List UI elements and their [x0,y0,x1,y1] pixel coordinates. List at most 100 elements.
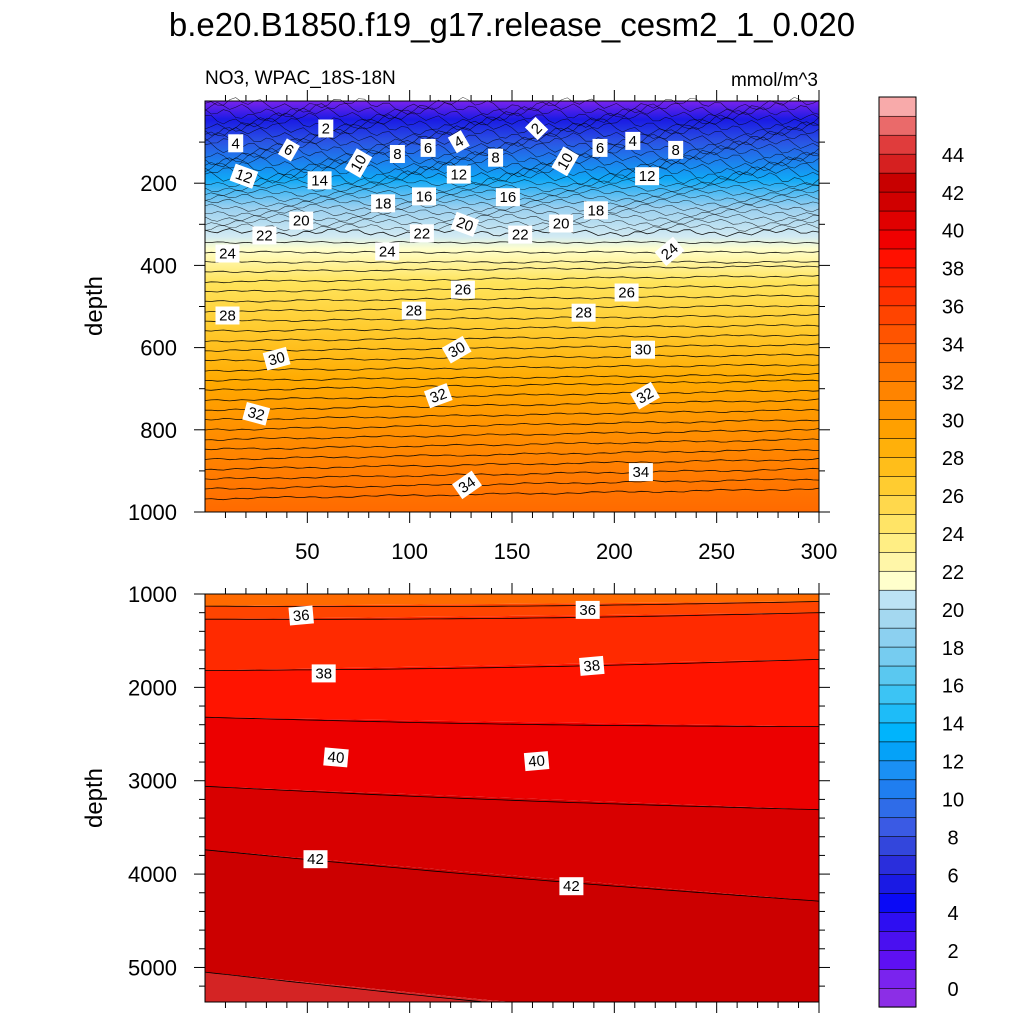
contour-line [204,131,820,146]
colorbar-swatch [878,646,917,667]
contour-line [204,438,820,451]
colorbar-swatch [878,892,917,913]
y-tick-label: 2000 [128,675,177,700]
colorbar-swatch [878,873,917,894]
colorbar-tick-label: 36 [942,297,964,319]
contour-line [204,126,820,141]
contour-label-box [495,188,520,207]
contour-label-text: 8 [393,146,401,163]
colorbar-swatch [878,987,917,1008]
contour-label: 22 [508,225,533,244]
contour-label-box [242,402,271,426]
y-tick-label: 200 [140,171,177,196]
contour-label: 18 [371,194,396,213]
units-label: mmol/m^3 [731,70,818,91]
colorbar-swatch [878,760,917,781]
contour-label-text: 18 [588,202,605,219]
x-tick-label: 100 [391,539,428,564]
contour-line [204,179,820,188]
colorbar-tick-label: 30 [942,410,964,432]
contour-line [204,428,820,441]
colorbar-tick-label: 22 [942,562,964,584]
colorbar-swatch [878,362,917,382]
contour-line [204,136,820,151]
colorbar-swatch [878,930,917,951]
contour-label: 30 [631,340,655,359]
contour-label-text: 30 [266,349,287,370]
colorbar-swatch [878,798,917,819]
contour-label: 6 [277,138,300,162]
contour-line [204,156,820,171]
colorbar: 0246810121416182022242628303234363840424… [878,96,964,1008]
contour-label-text: 8 [491,150,499,167]
contour-label-box [401,301,426,320]
contour-label-text: 22 [414,225,431,242]
contour-label-box [311,664,336,683]
colorbar-tick-label: 18 [942,638,964,660]
contour-line [204,171,820,186]
contour-label-text: 40 [528,752,546,770]
contour-label: 20 [549,214,574,233]
colorbar-tick-label: 38 [942,259,964,281]
contour-line [204,151,820,166]
contour-label-box [523,751,550,772]
contour-label-box [409,224,434,243]
contour-line [204,324,820,333]
contour-line [204,146,820,161]
contour-label-text: 42 [307,851,324,868]
colorbar-swatch [878,400,917,420]
colorbar-swatch [878,248,917,269]
colorbar-tick-label: 14 [942,714,964,736]
contour-label: 2 [524,116,549,141]
upper-contour-lines [204,96,820,501]
contour-label: 40 [323,747,349,768]
colorbar-swatch [878,627,917,648]
contour-label-text: 42 [563,878,580,895]
upper-panel-field [205,101,819,512]
contour-line [204,260,820,264]
contour-label-box [228,134,244,153]
contour-band [205,612,819,671]
contour-line [204,448,819,461]
y-tick-label: 600 [140,336,177,361]
colorbar-swatch [878,343,917,364]
contour-label: 24 [654,236,685,267]
contour-line [204,111,820,127]
colorbar-swatch [878,172,917,193]
contour-line [204,353,820,362]
contour-label: 42 [303,850,328,869]
contour-label-text: 22 [512,227,529,244]
contour-label-box [549,214,574,233]
colorbar-swatch [878,153,917,174]
contour-label: 28 [571,303,596,322]
contour-band [205,786,819,902]
lower-y-axis-label: depth [81,768,108,828]
colorbar-tick-label: 28 [942,448,964,470]
contour-label-text: 26 [455,282,472,299]
contour-label-text: 28 [219,308,236,325]
contour-label-box [447,130,470,154]
colorbar-swatch [878,589,917,610]
contour-label-text: 12 [639,168,656,185]
contour-label-text: 8 [672,142,680,159]
contour-label: 18 [583,201,608,220]
contour-label-box [289,211,314,230]
contour-label-text: 30 [445,339,468,362]
contour-label-box [583,201,608,220]
colorbar-swatch [878,570,917,591]
y-tick-label: 4000 [128,862,177,887]
contour-label-box [441,335,472,364]
contour-label: 16 [495,188,520,207]
contour-label: 4 [447,130,470,154]
contour-line [204,141,820,157]
contour-label: 22 [252,226,277,245]
lower-panel: 36 36 38 38 40 40 42 42 1000 2000 3000 4000 5000 de… [81,582,830,1013]
contour-label-box [654,236,685,267]
contour-label-text: 2 [322,121,330,138]
colorbar-tick-label: 44 [942,145,964,167]
contour-label: 26 [614,283,639,302]
contour-label-box [452,470,482,500]
contour-label-box [488,148,504,167]
